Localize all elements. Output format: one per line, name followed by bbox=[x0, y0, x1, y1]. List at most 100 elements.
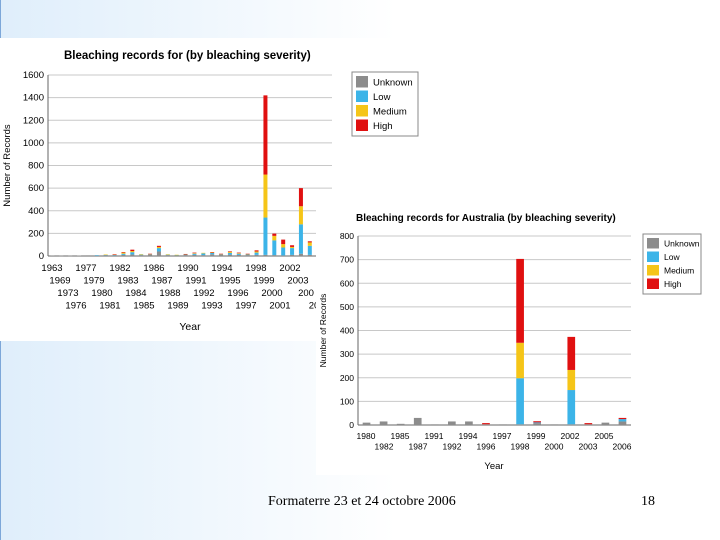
x-tick-label: 1989 bbox=[167, 301, 188, 312]
x-tick-label: 1987 bbox=[409, 442, 428, 452]
y-axis-label: Number of Records bbox=[318, 294, 328, 368]
y-tick-label: 800 bbox=[340, 231, 354, 241]
bar-segment-unknown-1998 bbox=[263, 254, 268, 256]
y-tick-label: 200 bbox=[340, 373, 354, 383]
bar-segment-unknown-1963 bbox=[50, 255, 55, 256]
bar-segment-high-1998 bbox=[516, 258, 524, 343]
x-tick-label: 20 bbox=[309, 301, 320, 312]
y-tick-label: 400 bbox=[340, 326, 354, 336]
bar-segment-unknown-2002 bbox=[298, 253, 303, 256]
x-tick-label: 1999 bbox=[527, 431, 546, 441]
x-tick-label: 1990 bbox=[177, 263, 198, 274]
bar-segment-low-1990 bbox=[192, 253, 197, 255]
y-tick-label: 1000 bbox=[23, 138, 44, 149]
x-tick-label: 1987 bbox=[151, 276, 172, 287]
legend-label-medium: Medium bbox=[664, 266, 694, 276]
y-tick-label: 600 bbox=[340, 278, 354, 288]
bar-segment-unknown-1997 bbox=[254, 254, 259, 256]
y-tick-label: 0 bbox=[39, 251, 44, 262]
bar-segment-unknown-1991 bbox=[201, 255, 206, 256]
bar-segment-low-2000 bbox=[281, 247, 286, 256]
x-tick-label: 1995 bbox=[219, 276, 240, 287]
x-tick-label: 1994 bbox=[211, 263, 232, 274]
bar-segment-low-1999 bbox=[533, 422, 541, 424]
legend-swatch-high bbox=[647, 278, 659, 289]
bar-segment-low-1984 bbox=[139, 254, 144, 256]
x-tick-label: 1984 bbox=[125, 288, 146, 299]
bar-segment-unknown-2003 bbox=[584, 424, 593, 425]
bar-segment-unknown-2001 bbox=[290, 254, 295, 256]
legend-label-low: Low bbox=[664, 252, 680, 262]
bar-segment-high-2002 bbox=[298, 188, 303, 207]
bar-segment-medium-1999 bbox=[272, 235, 277, 241]
bar-segment-low-1997 bbox=[254, 252, 259, 255]
bar-segment-high-2003 bbox=[307, 241, 312, 243]
y-tick-label: 500 bbox=[340, 302, 354, 312]
bar-segment-high-1996 bbox=[245, 253, 250, 255]
bar-segment-high-1995 bbox=[236, 252, 241, 254]
bar-segment-unknown-1983 bbox=[130, 254, 135, 256]
bar-segment-high-2001 bbox=[290, 245, 295, 247]
bar-segment-medium-2002 bbox=[567, 369, 576, 391]
x-tick-label: 1980 bbox=[91, 288, 112, 299]
bar-segment-unknown-1980 bbox=[362, 422, 371, 425]
legend-swatch-high bbox=[356, 119, 368, 131]
legend-label-low: Low bbox=[373, 92, 391, 103]
x-tick-label: 1988 bbox=[159, 288, 180, 299]
bar-segment-high-1998 bbox=[263, 95, 268, 175]
bar-segment-high-2002 bbox=[567, 336, 576, 370]
bar-segment-medium-1995 bbox=[236, 253, 241, 254]
bar-segment-high-1985 bbox=[148, 253, 153, 255]
bar-segment-unknown-1997 bbox=[499, 424, 507, 425]
bar-segment-unknown-2003 bbox=[307, 254, 312, 256]
x-tick-label: 1981 bbox=[99, 301, 120, 312]
bar-segment-low-1986 bbox=[156, 248, 161, 252]
bar-segment-high-2000 bbox=[281, 239, 286, 245]
bar-segment-high-1999 bbox=[272, 233, 277, 236]
bar-segment-unknown-1996 bbox=[245, 255, 250, 256]
x-tick-label: 1996 bbox=[227, 288, 248, 299]
bar-segment-unknown-1995 bbox=[236, 254, 241, 256]
bar-segment-low-1992 bbox=[210, 252, 215, 255]
x-tick-label: 1996 bbox=[477, 442, 496, 452]
y-tick-label: 100 bbox=[340, 396, 354, 406]
bar-segment-unknown-1998 bbox=[516, 424, 524, 425]
x-tick-label: 1999 bbox=[253, 276, 274, 287]
bar-segment-high-1999 bbox=[533, 421, 541, 423]
bar-segment-medium-1984 bbox=[139, 254, 144, 255]
bar-segment-medium-1980 bbox=[103, 254, 108, 256]
bar-segment-medium-1998 bbox=[263, 174, 268, 218]
bar-segment-medium-2001 bbox=[290, 246, 295, 249]
legend-label-high: High bbox=[373, 121, 393, 132]
x-tick-label: 1973 bbox=[57, 288, 78, 299]
legend-swatch-low bbox=[356, 90, 368, 102]
y-tick-label: 1600 bbox=[23, 70, 44, 81]
x-tick-label: 1991 bbox=[425, 431, 444, 441]
bar-segment-low-1979 bbox=[94, 255, 99, 256]
legend-swatch-medium bbox=[647, 265, 659, 276]
bar-segment-medium-2002 bbox=[298, 206, 303, 225]
bar-segment-unknown-1989 bbox=[183, 255, 188, 256]
bar-segment-unknown-1994 bbox=[227, 254, 232, 256]
x-tick-label: 2000 bbox=[261, 288, 282, 299]
legend-swatch-unknown bbox=[356, 76, 368, 88]
y-tick-label: 600 bbox=[28, 183, 44, 194]
x-tick-label: 1998 bbox=[245, 263, 266, 274]
bar-segment-high-1993 bbox=[219, 253, 224, 255]
bar-segment-low-1993 bbox=[219, 254, 224, 255]
bar-segment-unknown-1985 bbox=[396, 423, 405, 425]
bar-segment-low-1982 bbox=[121, 253, 126, 255]
bar-segment-high-1981 bbox=[112, 254, 117, 255]
x-tick-label: 1991 bbox=[185, 276, 206, 287]
bar-segment-low-1998 bbox=[516, 378, 524, 425]
bar-segment-low-1989 bbox=[183, 254, 188, 256]
x-tick-label: 1997 bbox=[493, 431, 512, 441]
bar-segment-unknown-1981 bbox=[112, 255, 117, 256]
legend-label-unknown: Unknown bbox=[664, 239, 700, 249]
legend-swatch-low bbox=[647, 251, 659, 262]
y-tick-label: 700 bbox=[340, 255, 354, 265]
bar-segment-unknown-1973 bbox=[68, 255, 73, 257]
bar-segment-unknown-2006 bbox=[618, 421, 627, 425]
x-tick-label: 2002 bbox=[561, 431, 580, 441]
x-tick-label: 1997 bbox=[235, 301, 256, 312]
